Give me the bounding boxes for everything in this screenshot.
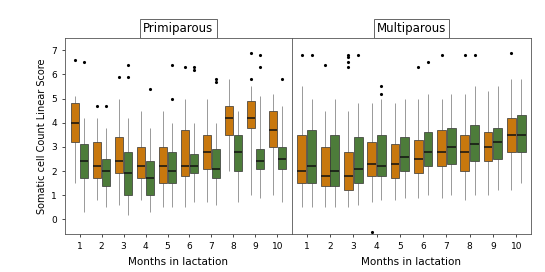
Bar: [225, 106, 233, 135]
Bar: [377, 135, 386, 176]
Bar: [354, 137, 362, 183]
Bar: [307, 130, 316, 183]
Bar: [71, 103, 79, 142]
Bar: [93, 142, 101, 178]
Bar: [80, 144, 88, 178]
Y-axis label: Somatic cell Count Linear Score: Somatic cell Count Linear Score: [37, 58, 47, 214]
Text: Primiparous: Primiparous: [143, 22, 214, 35]
Bar: [203, 135, 211, 169]
Bar: [470, 125, 479, 161]
Bar: [246, 101, 255, 128]
Bar: [168, 152, 176, 183]
Text: Multiparous: Multiparous: [377, 22, 446, 35]
Bar: [269, 111, 277, 147]
Bar: [278, 147, 286, 169]
Bar: [414, 140, 423, 174]
Bar: [256, 149, 264, 169]
X-axis label: Months in lactation: Months in lactation: [129, 257, 228, 267]
Bar: [298, 135, 306, 183]
Bar: [447, 128, 456, 164]
X-axis label: Months in lactation: Months in lactation: [361, 257, 462, 267]
Bar: [234, 135, 242, 171]
Bar: [483, 132, 493, 161]
Bar: [137, 147, 145, 178]
Bar: [461, 135, 469, 171]
Bar: [423, 132, 432, 166]
Bar: [159, 147, 167, 183]
Bar: [190, 154, 198, 174]
Bar: [102, 159, 111, 186]
Bar: [124, 152, 132, 195]
Bar: [320, 147, 330, 186]
Bar: [181, 130, 189, 176]
Bar: [212, 149, 220, 178]
Bar: [391, 144, 399, 178]
Bar: [517, 115, 525, 152]
Bar: [344, 152, 353, 190]
Bar: [115, 137, 123, 174]
Bar: [400, 137, 409, 171]
Bar: [146, 161, 154, 195]
Bar: [367, 142, 376, 176]
Bar: [330, 135, 340, 186]
Bar: [493, 128, 502, 159]
Bar: [437, 130, 446, 166]
Bar: [507, 118, 516, 152]
